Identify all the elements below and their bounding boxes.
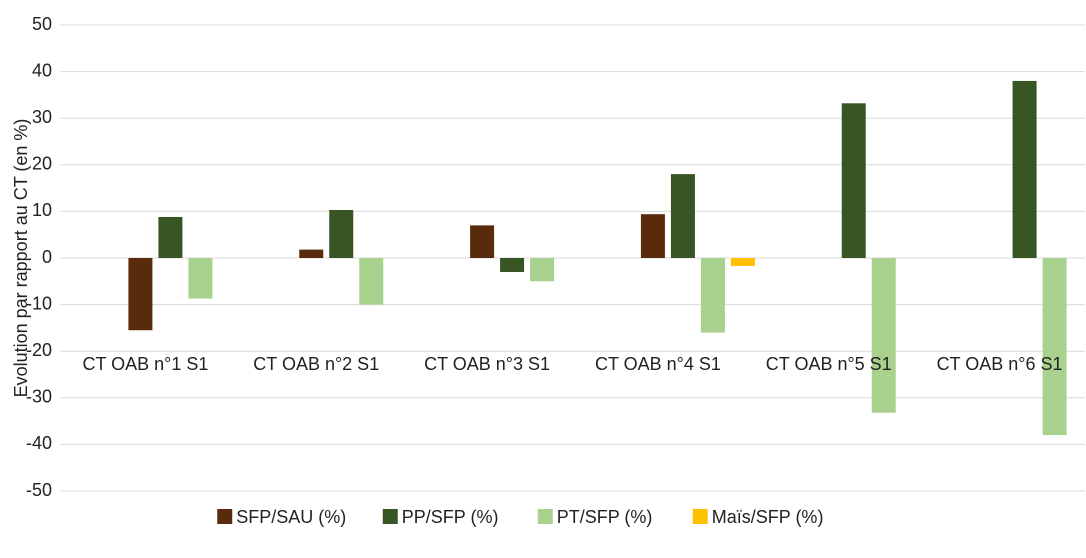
bar	[329, 210, 354, 258]
legend-swatch	[382, 509, 398, 524]
y-tick-label: -40	[26, 433, 52, 453]
legend-swatch	[537, 509, 553, 524]
bar	[470, 225, 495, 258]
y-tick-label: -20	[26, 340, 52, 360]
x-tick-label: CT OAB n°3 S1	[424, 354, 550, 374]
x-tick-label: CT OAB n°5 S1	[766, 354, 892, 374]
y-tick-label: 40	[32, 60, 52, 80]
y-tick-label: -50	[26, 480, 52, 500]
bar	[500, 258, 525, 272]
y-tick-label: -10	[26, 293, 52, 313]
bar	[670, 174, 695, 258]
y-tick-label: 20	[32, 154, 52, 174]
y-axis-title: Evolution par rapport au CT (en %)	[11, 119, 31, 398]
x-tick-label: CT OAB n°6 S1	[937, 354, 1063, 374]
y-tick-label: 50	[32, 14, 52, 34]
bar	[700, 258, 725, 333]
legend-swatch	[692, 509, 708, 524]
bar	[299, 249, 324, 258]
bar	[1012, 80, 1037, 258]
bar	[128, 258, 153, 331]
legend-label: SFP/SAU (%)	[236, 507, 346, 527]
x-tick-label: CT OAB n°4 S1	[595, 354, 721, 374]
bar	[841, 103, 866, 259]
legend-label: Maïs/SFP (%)	[712, 507, 824, 527]
bar	[359, 258, 384, 305]
bar	[871, 258, 896, 413]
bar	[640, 214, 665, 258]
bar	[158, 216, 183, 258]
x-tick-label: CT OAB n°2 S1	[253, 354, 379, 374]
y-tick-label: 0	[42, 247, 52, 267]
legend-swatch	[217, 509, 233, 524]
y-tick-label: -30	[26, 387, 52, 407]
y-tick-label: 30	[32, 107, 52, 127]
x-tick-label: CT OAB n°1 S1	[82, 354, 208, 374]
bar	[188, 258, 213, 299]
bar	[1042, 258, 1067, 436]
legend-label: PP/SFP (%)	[402, 507, 499, 527]
bar	[530, 258, 555, 282]
y-tick-label: 10	[32, 200, 52, 220]
bar	[730, 258, 755, 266]
legend-label: PT/SFP (%)	[557, 507, 653, 527]
